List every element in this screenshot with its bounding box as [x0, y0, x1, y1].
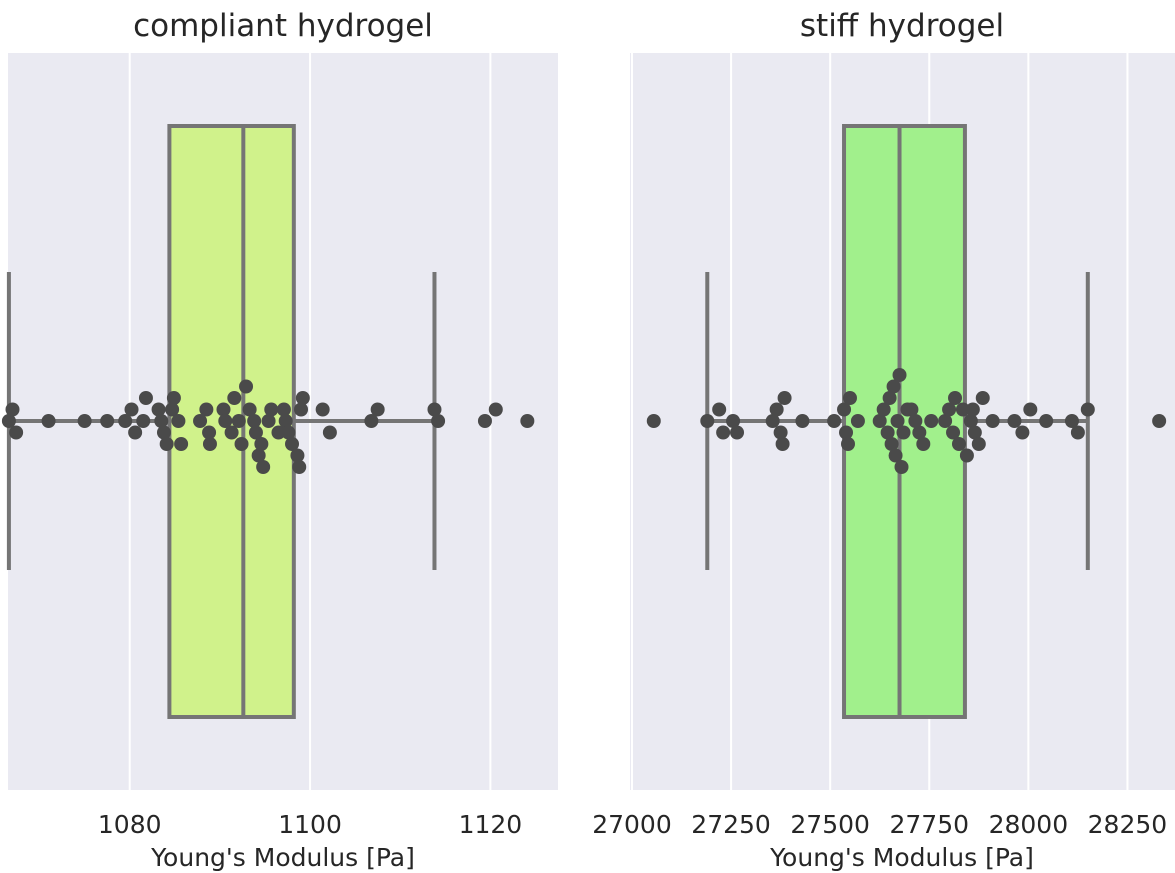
data-point-16	[843, 391, 857, 405]
data-point-10	[778, 391, 792, 405]
data-point-48	[323, 426, 337, 440]
data-point-17	[171, 414, 185, 428]
x-ticks-compliant: 1080 1100 1120	[98, 810, 522, 839]
data-point-53	[1071, 426, 1085, 440]
panel-compliant-hydrogel: 1080 1100 1120 compliant hydrogel Young's …	[2, 8, 558, 872]
data-point-44	[292, 460, 306, 474]
data-point-9	[136, 414, 150, 428]
data-point-1	[700, 414, 714, 428]
x-tick-label-0: 27000	[592, 810, 672, 839]
data-point-5	[730, 426, 744, 440]
x-tick-label-4: 28000	[989, 810, 1069, 839]
data-point-0	[647, 414, 661, 428]
data-point-18	[174, 437, 188, 451]
data-point-41	[960, 449, 974, 463]
data-point-7	[770, 403, 784, 417]
data-point-54	[489, 403, 503, 417]
data-point-29	[239, 380, 253, 394]
data-point-54	[1081, 403, 1095, 417]
x-tick-label-3: 27750	[889, 810, 969, 839]
panel-stiff-hydrogel: 27000 27250 27500 27750 28000 28250 stiff hyd…	[592, 8, 1175, 872]
data-point-27	[232, 414, 246, 428]
chart-title-compliant: compliant hydrogel	[133, 8, 433, 44]
x-axis-label-compliant: Young's Modulus [Pa]	[150, 843, 415, 872]
data-point-37	[264, 403, 278, 417]
data-point-5	[100, 414, 114, 428]
data-point-55	[1152, 414, 1166, 428]
data-point-52	[431, 414, 445, 428]
x-tick-label-0: 1080	[98, 810, 162, 839]
data-point-34	[924, 414, 938, 428]
data-point-3	[716, 426, 730, 440]
data-point-27	[895, 460, 909, 474]
data-point-43	[966, 403, 980, 417]
data-point-20	[199, 403, 213, 417]
data-point-16	[167, 391, 181, 405]
data-point-50	[1023, 403, 1037, 417]
data-point-50	[371, 403, 385, 417]
x-tick-label-5: 28250	[1088, 810, 1168, 839]
data-point-46	[296, 391, 310, 405]
data-point-47	[986, 414, 1000, 428]
data-point-39	[952, 437, 966, 451]
data-point-22	[203, 437, 217, 451]
data-point-7	[125, 403, 139, 417]
data-point-1	[6, 403, 20, 417]
chart-title-stiff: stiff hydrogel	[800, 8, 1004, 44]
data-point-8	[128, 426, 142, 440]
data-point-11	[795, 414, 809, 428]
data-point-55	[520, 414, 534, 428]
data-point-48	[1007, 414, 1021, 428]
x-ticks-stiff: 27000 27250 27500 27750 28000 28250	[592, 810, 1167, 839]
data-point-26	[893, 368, 907, 382]
data-point-33	[916, 437, 930, 451]
data-point-51	[1039, 414, 1053, 428]
x-axis-label-stiff: Young's Modulus [Pa]	[769, 843, 1034, 872]
data-point-14	[160, 437, 174, 451]
data-point-26	[227, 391, 241, 405]
data-point-3	[42, 414, 56, 428]
data-point-35	[256, 460, 270, 474]
data-point-10	[139, 391, 153, 405]
data-point-2	[712, 403, 726, 417]
data-point-2	[9, 426, 23, 440]
data-point-53	[478, 414, 492, 428]
x-tick-label-2: 1120	[459, 810, 523, 839]
x-tick-label-2: 27500	[790, 810, 870, 839]
x-tick-label-1: 27250	[691, 810, 771, 839]
data-point-9	[776, 437, 790, 451]
data-point-4	[78, 414, 92, 428]
x-tick-label-1: 1100	[278, 810, 342, 839]
data-point-34	[254, 437, 268, 451]
data-point-38	[948, 391, 962, 405]
data-point-47	[316, 403, 330, 417]
data-point-28	[235, 437, 249, 451]
data-point-46	[976, 391, 990, 405]
data-point-17	[851, 414, 865, 428]
data-point-15	[841, 437, 855, 451]
data-point-28	[896, 426, 910, 440]
data-point-49	[1015, 426, 1029, 440]
data-point-45	[972, 437, 986, 451]
data-point-12	[827, 414, 841, 428]
